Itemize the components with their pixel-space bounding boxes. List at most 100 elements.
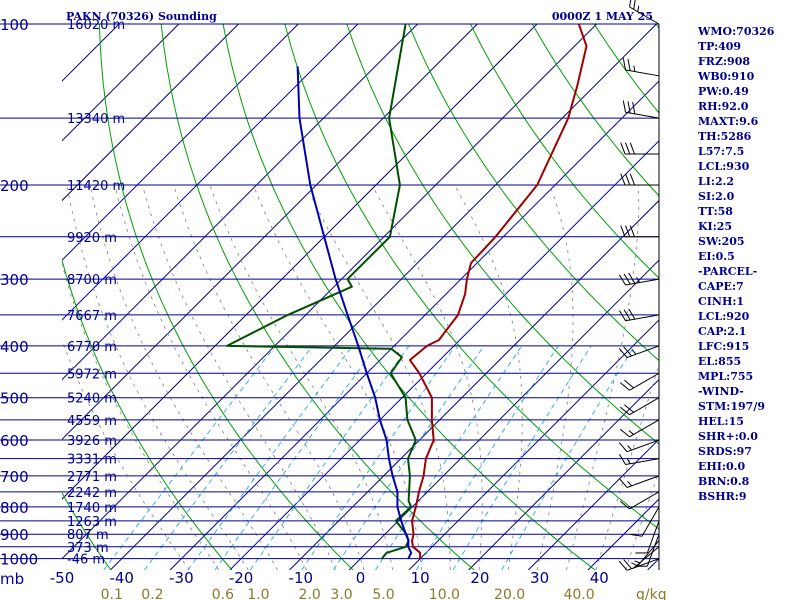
title-left: PAKN (70326) Sounding (66, 10, 217, 23)
barb-flag (630, 533, 643, 537)
mixing-ratio-line (301, 345, 456, 570)
index-entry: LFC:915 (698, 340, 749, 353)
indices-panel: WMO:70326 TP:409 FRZ:908 WB0:910 PW:0.49 RH:9… (697, 25, 775, 503)
barb-staff (625, 314, 660, 322)
height-label: -46 m (67, 553, 105, 568)
height-label: 6770 m (67, 340, 117, 355)
index-entry: LI:2.2 (698, 175, 734, 188)
barb-half-flag (627, 480, 632, 487)
dry-adiabat-line (780, 24, 800, 570)
barb-staff (625, 111, 660, 119)
index-entry: EHI:0.0 (698, 460, 745, 473)
barb-flag (629, 0, 632, 8)
barb-flag (618, 310, 626, 322)
isotherm-line (62, 24, 239, 202)
moist-adiabat-line (454, 184, 523, 570)
isotherm-line (289, 199, 659, 570)
height-label: 5972 m (67, 367, 117, 382)
isotherm-line (62, 24, 299, 261)
barb-flag (624, 379, 634, 389)
mixing-ratio-line (214, 345, 378, 570)
height-label: 1263 m (67, 515, 117, 530)
height-label: 4559 m (67, 414, 117, 429)
mixing-ratio-label: 5.0 (372, 587, 394, 600)
barb-staff (626, 558, 660, 571)
index-entry: -WIND- (698, 385, 744, 398)
pressure-tick-label: 500 (0, 390, 29, 408)
barb-flag (628, 272, 636, 284)
barb-staff (641, 506, 660, 537)
isotherm-line (0, 24, 59, 570)
index-entry: LCL:930 (698, 160, 750, 173)
index-entry: RH:92.0 (698, 100, 749, 113)
mixing-ratio-label: 0.6 (212, 587, 234, 600)
barb-staff (629, 6, 660, 25)
mixing-ratio-label: 1.0 (247, 587, 269, 600)
temperature-tick-label: 40 (590, 569, 609, 587)
barb-flag (618, 560, 628, 571)
wind-barb (618, 558, 660, 571)
isotherm-line (62, 24, 538, 500)
barb-half-flag (631, 562, 637, 566)
barb-staff (625, 278, 660, 286)
dry-adiabat-line (222, 24, 596, 570)
moist-adiabat-line (566, 184, 640, 570)
wind-barb (620, 225, 659, 238)
index-entry: EL:855 (698, 355, 741, 368)
height-label: 2771 m (67, 470, 117, 485)
wind-barb (619, 419, 660, 438)
barb-flag (633, 0, 636, 10)
height-label: 7667 m (67, 309, 117, 324)
temperature-tick-label: -20 (229, 569, 254, 587)
index-entry: TP:409 (698, 40, 741, 53)
height-label: 9920 m (67, 231, 117, 246)
barb-staff (629, 491, 660, 510)
temperature-tick-label: -30 (169, 569, 194, 587)
height-label: 1740 m (67, 501, 117, 516)
barb-staff (625, 69, 660, 77)
barb-flag (623, 309, 631, 321)
index-entry: TT:58 (698, 205, 733, 218)
barb-half-flag (633, 65, 636, 72)
pressure-tick-label: 600 (0, 432, 29, 450)
temperature-tick-label: -40 (109, 569, 134, 587)
index-entry: SRDS:97 (698, 445, 752, 458)
wind-barb (619, 491, 660, 510)
index-entry: CAP:2.1 (698, 325, 746, 338)
height-label: 13340 m (67, 112, 125, 127)
barb-flag (620, 225, 626, 237)
barb-flag (618, 453, 626, 465)
barb-staff (625, 458, 660, 466)
index-entry: TH:5286 (698, 130, 752, 143)
mixing-ratio-line (249, 345, 410, 570)
pressure-unit-label: mb (0, 570, 24, 588)
temperature-tick-label: 20 (470, 569, 489, 587)
barb-flag (627, 58, 631, 71)
barb-staff (629, 419, 660, 438)
barb-flag (625, 173, 631, 186)
barb-flag (629, 173, 635, 186)
mixing-ratio-label: 0.1 (101, 587, 123, 600)
pressure-tick-label: 300 (0, 271, 29, 289)
height-label: 2242 m (67, 486, 117, 501)
barb-staff (629, 397, 660, 416)
wind-barb (619, 397, 660, 416)
mixing-ratio-line (415, 345, 559, 570)
moist-adiabat-line (66, 184, 249, 570)
moist-adiabat-line (536, 184, 574, 570)
height-label: 16020 m (67, 18, 125, 33)
index-entry: KI:25 (698, 220, 732, 233)
index-entry: CINH:1 (698, 295, 744, 308)
barb-flag (625, 142, 631, 155)
index-entry: SW:205 (698, 235, 745, 248)
barb-half-flag (631, 349, 637, 355)
barb-flag (628, 308, 636, 320)
barb-flag (623, 559, 632, 569)
pressure-tick-label: 100 (0, 16, 29, 34)
isotherm-line (408, 319, 659, 570)
dry-adiabat-line (62, 258, 233, 570)
index-entry: BSHR:9 (698, 490, 747, 503)
temperature-tick-label: -50 (50, 569, 75, 587)
index-entry: PW:0.49 (698, 85, 749, 98)
